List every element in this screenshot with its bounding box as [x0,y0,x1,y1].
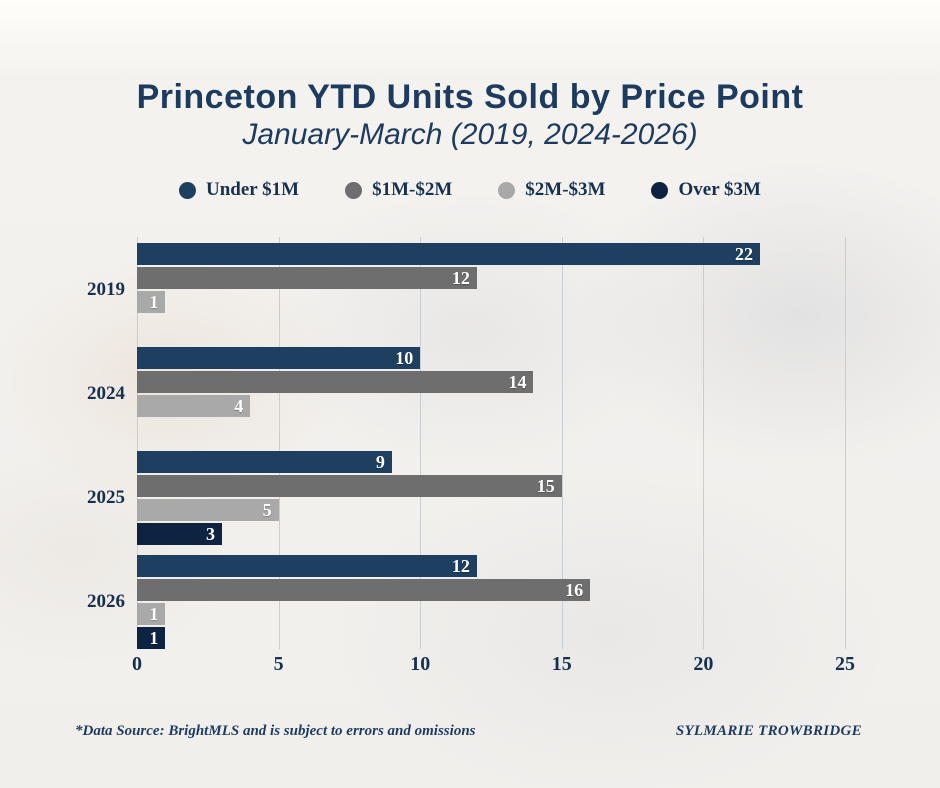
bar-2025-series-0: 9 [137,451,392,473]
year-label: 2024 [87,383,125,404]
bar-value-label: 3 [205,524,215,544]
gridline [420,237,422,649]
bar-value-label: 9 [375,452,385,472]
bar-2024-series-1: 14 [137,371,534,393]
bar-2025-series-1: 15 [137,475,562,497]
gridline [561,237,563,649]
bar-value-label: 1 [149,628,159,648]
x-axis-tick-label: 0 [132,653,142,675]
bar-value-label: 4 [234,396,244,416]
bar-2019-series-1: 12 [137,267,477,289]
footer: *Data Source: BrightMLS and is subject t… [75,723,862,740]
legend-swatch-circle [345,181,363,199]
gridlines [137,237,846,649]
bar-value-label: 14 [508,372,527,392]
bar-value-label: 5 [262,500,272,520]
bar-value-label: 1 [149,604,159,624]
bar-group-2019: 2019 22 12 1 [87,243,845,347]
bar-value-label: 12 [451,556,470,576]
gridline [278,237,280,649]
chart-title: Princeton YTD Units Sold by Price Point [136,78,804,116]
bar-value-label: 12 [451,268,470,288]
x-axis: 0 5 10 15 20 25 [132,653,855,677]
gridline [845,237,846,649]
bar-value-label: 1 [149,292,159,312]
gridline [703,237,705,649]
bar-2025-series-3: 3 [137,523,222,545]
author-credit: SYLMARIE TROWBRIDGE [675,723,862,739]
bar-2019-series-0: 22 [137,243,761,265]
x-axis-tick-label: 10 [410,653,431,675]
bar-group-2026: 2026 12 16 1 1 [87,555,845,659]
year-label: 2019 [87,279,125,300]
bar-value-label: 15 [536,476,555,496]
gridline [137,237,138,649]
data-source-note: *Data Source: BrightMLS and is subject t… [75,723,476,739]
legend-label: Under $1M [206,179,300,201]
legend-item: $1M-$2M [345,179,452,201]
x-axis-tick-label: 20 [693,653,714,675]
bar-2026-series-3: 1 [137,627,166,649]
bar-group-2024: 2024 10 14 4 [87,347,845,451]
legend-item: Over $3M [651,179,761,201]
x-axis-tick-label: 15 [551,653,572,675]
x-axis-tick-label: 5 [273,653,284,675]
legend-item: Under $1M [179,179,299,201]
bar-2025-series-2: 5 [137,499,279,521]
legend-swatch-circle [498,181,516,199]
bar-group-2025: 2025 9 15 5 3 [87,451,845,555]
bar-2026-series-0: 12 [137,555,477,577]
legend-label: $1M-$2M [372,179,453,201]
bar-value-label: 10 [395,348,414,368]
bar-value-label: 22 [735,244,754,264]
legend-item: $2M-$3M [498,179,605,201]
x-axis-tick-label: 25 [835,653,855,675]
legend-label: $2M-$3M [525,179,606,201]
bar-2019-series-2: 1 [137,291,166,313]
legend-label: Over $3M [678,179,761,201]
legend-swatch-circle [179,181,197,199]
chart-subtitle: January-March (2019, 2024-2026) [242,118,698,152]
legend: Under $1M $1M-$2M $2M-$3M Over $3M [0,179,940,201]
bar-2024-series-2: 4 [137,395,251,417]
legend-swatch-circle [651,181,669,199]
bar-2024-series-0: 10 [137,347,421,369]
bar-2026-series-2: 1 [137,603,166,625]
year-label: 2025 [87,487,125,508]
bar-2026-series-1: 16 [137,579,591,601]
year-label: 2026 [87,591,125,612]
bar-value-label: 16 [565,580,584,600]
